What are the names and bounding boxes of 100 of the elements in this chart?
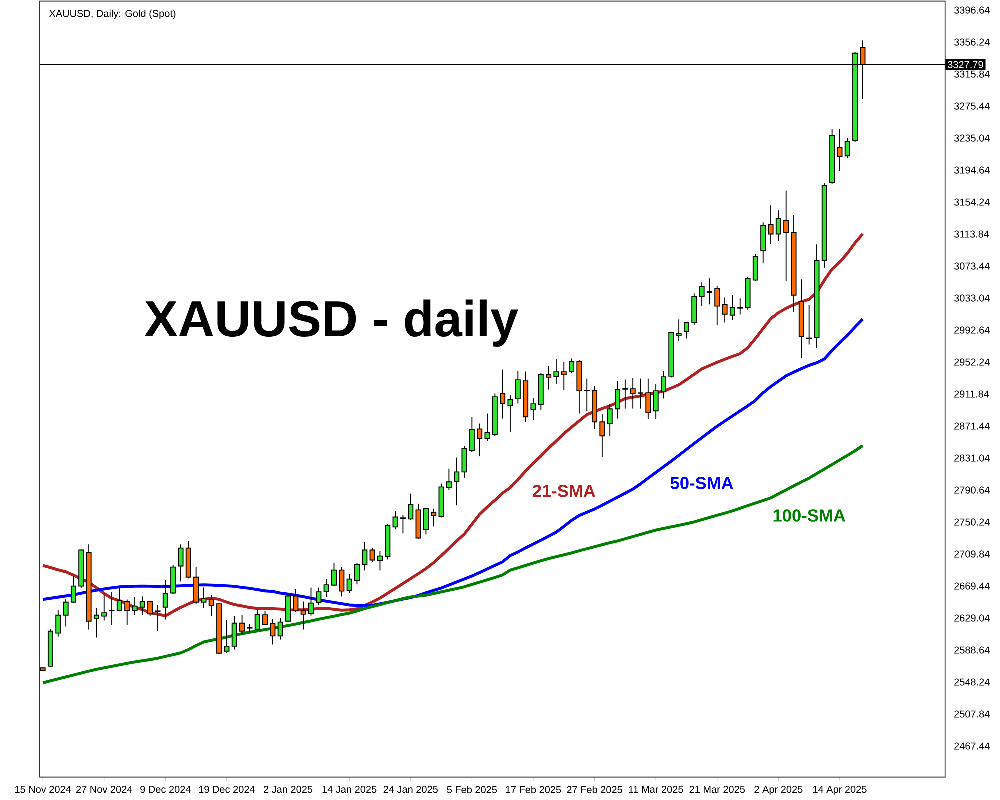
candlestick [377, 550, 383, 572]
x-tick-label: 5 Feb 2025 [447, 786, 498, 794]
candlestick [730, 294, 736, 321]
y-tick-label: 2467.44 [954, 742, 990, 750]
y-tick-label: 2790.64 [954, 486, 990, 494]
candlestick [331, 562, 338, 586]
y-tick-label: 3033.04 [954, 294, 990, 302]
candlestick [70, 576, 76, 604]
candlestick [431, 508, 437, 528]
candlestick [584, 378, 590, 412]
candlestick [768, 205, 774, 245]
x-tick-label: 14 Apr 2025 [813, 786, 867, 796]
text: XAUUSD - daily [144, 300, 518, 347]
x-tick-label: 17 Feb 2025 [506, 786, 562, 794]
candlestick [784, 190, 790, 282]
y-tick-label: 3396.64 [954, 6, 990, 14]
candlestick [462, 446, 468, 479]
candlestick [752, 254, 758, 282]
candlestick [224, 620, 230, 654]
y-tick-label: 2952.24 [954, 358, 990, 366]
x-tick-label: 24 Jan 2025 [384, 786, 438, 794]
text: XAUUSD, Daily: Gold (Spot) [49, 10, 176, 20]
y-tick-label: 2669.44 [954, 582, 990, 590]
y-tick-label: 3194.64 [954, 166, 990, 174]
candlestick [722, 297, 728, 324]
x-tick-label: 19 Dec 2024 [199, 786, 256, 794]
candlestick [607, 404, 613, 437]
y-tick-label: 3113.84 [954, 230, 990, 238]
candlestick [738, 298, 744, 316]
candlestick [354, 562, 360, 586]
candlestick [308, 587, 314, 616]
candlestick [469, 416, 475, 453]
candlestick [94, 608, 100, 638]
candlestick [706, 278, 712, 306]
y-tick-label: 3275.44 [954, 102, 990, 110]
candlestick [684, 322, 690, 340]
candlestick [63, 598, 69, 628]
candlestick [569, 358, 575, 374]
y-tick-label: 2992.64 [954, 326, 990, 334]
x-tick-label: 2 Jan 2025 [264, 786, 313, 794]
candlestick [660, 370, 667, 400]
candlestick [270, 618, 276, 646]
candlestick [699, 282, 705, 307]
candlestick [646, 378, 652, 420]
candlestick [300, 601, 306, 630]
candlestick [362, 541, 368, 572]
candlestick [446, 468, 452, 492]
candlestick [714, 285, 720, 326]
y-tick-label: 2629.04 [954, 614, 990, 622]
candlestick [278, 618, 284, 640]
y-tick-label: 3235.04 [954, 134, 990, 142]
candlestick [408, 493, 414, 521]
y-tick-label: 2588.64 [954, 646, 990, 654]
candlestick [102, 594, 108, 622]
candlestick [109, 592, 115, 626]
candlestick [155, 604, 161, 632]
candlestick [423, 508, 429, 536]
candlestick [614, 380, 621, 420]
candlestick [370, 547, 376, 563]
x-tick-label: 15 Nov 2024 [15, 786, 72, 794]
candlestick [776, 210, 782, 242]
y-tick-label: 2709.84 [954, 550, 990, 558]
x-tick-label: 21 Mar 2025 [690, 786, 746, 794]
y-tick-label: 3154.24 [954, 198, 990, 206]
series-label: 50-SMA [670, 477, 734, 490]
x-tick-label: 27 Nov 2024 [76, 786, 132, 794]
candlestick [208, 594, 214, 617]
candlestick [622, 379, 628, 410]
candlestick [339, 566, 345, 598]
candlestick [201, 587, 207, 609]
candlestick [638, 378, 644, 410]
candlestick [500, 369, 506, 420]
candlestick [400, 514, 406, 534]
candlestick [653, 384, 659, 420]
y-tick-label: 2831.04 [954, 454, 990, 462]
candlestick [254, 609, 260, 632]
y-tick-label: 2911.84 [954, 390, 990, 398]
candlestick [515, 370, 521, 404]
candlestick [346, 574, 352, 594]
candlestick [508, 395, 514, 433]
y-tick-label: 2507.84 [954, 710, 990, 718]
x-tick-label: 11 Mar 2025 [629, 786, 684, 794]
candlestick [178, 544, 184, 582]
candlestick [561, 362, 567, 391]
candlestick [132, 596, 138, 616]
y-tick-label: 2548.24 [954, 678, 990, 686]
candlestick [262, 610, 268, 626]
candlestick [324, 578, 330, 598]
candlestick [116, 588, 122, 612]
candlestick [546, 366, 552, 390]
candlestick [844, 138, 850, 159]
y-tick-label: 2871.44 [954, 422, 990, 430]
series-label: 21-SMA [532, 485, 596, 498]
y-tick-label: 2750.24 [954, 518, 990, 526]
candlestick [837, 128, 843, 172]
candlestick [454, 457, 460, 506]
candlestick [162, 580, 168, 620]
candlestick [676, 319, 682, 342]
x-tick-label: 9 Dec 2024 [140, 786, 191, 794]
candlestick [484, 413, 490, 442]
